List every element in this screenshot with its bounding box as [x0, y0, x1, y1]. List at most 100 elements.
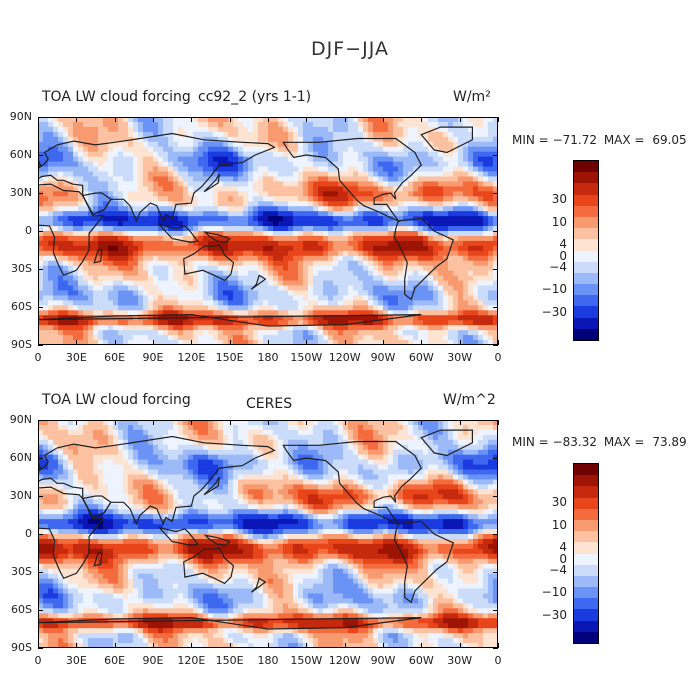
lat-tick-label: 90S: [11, 641, 32, 654]
tick-mark: [498, 340, 499, 345]
coastline: [157, 526, 199, 547]
field-cells: [38, 420, 498, 648]
colorbar-segment: [574, 542, 598, 554]
lon-tick-label: 120E: [177, 351, 206, 364]
colorbar-segment: [574, 564, 598, 576]
tick-mark: [493, 420, 498, 421]
tick-mark: [191, 643, 193, 648]
tick-mark: [229, 643, 231, 648]
lon-tick-label: 30W: [447, 351, 473, 364]
tick-mark: [191, 340, 193, 345]
map-field: [38, 420, 498, 648]
tick-mark: [493, 193, 498, 194]
tick-mark: [421, 117, 423, 122]
tick-mark: [153, 420, 154, 425]
colorbar-segment: [574, 553, 598, 565]
panel2-min-value: −83.32: [552, 435, 597, 449]
lon-tick-label: 60W: [408, 654, 434, 667]
colorbar-segment: [574, 183, 598, 195]
lat-tick-label: 30N: [9, 489, 32, 502]
colorbar-segment: [574, 239, 598, 251]
tick-mark: [38, 534, 43, 535]
lat-tick-label: 60N: [9, 148, 32, 161]
tick-mark: [153, 643, 154, 648]
tick-mark: [38, 610, 43, 611]
colorbar-segment: [574, 250, 598, 262]
panel2-max-label: MAX =: [603, 435, 645, 449]
colorbar-segment: [574, 475, 598, 487]
panel1-max-value: 69.05: [652, 133, 687, 147]
colorbar-label: 4: [559, 237, 567, 252]
panel2-frame: [38, 420, 498, 648]
tick-mark: [191, 117, 193, 122]
coastline: [81, 192, 112, 216]
lat-tick-label: 30S: [11, 565, 32, 578]
colorbar-label: −30: [541, 608, 567, 623]
figure-title: DJF−JJA: [311, 38, 389, 60]
tick-mark: [306, 117, 308, 122]
panel2-title: TOA LW cloud forcing: [42, 392, 191, 408]
tick-mark: [153, 117, 154, 122]
tick-mark: [38, 496, 43, 497]
colorbar-segment: [574, 295, 598, 307]
colorbar-label: −10: [541, 585, 567, 600]
colorbar-segment: [574, 306, 598, 318]
colorbar-label: 0: [559, 248, 567, 263]
coastline: [183, 244, 235, 282]
coastline: [203, 476, 220, 496]
panel1-min-max: MIN = −71.72 MAX = 69.05: [512, 133, 687, 147]
colorbar-segment: [574, 486, 598, 498]
colorbar-label: 10: [551, 517, 567, 532]
tick-mark: [306, 340, 308, 345]
tick-mark: [493, 231, 498, 232]
tick-mark: [383, 420, 384, 425]
tick-mark: [306, 643, 308, 648]
lat-tick-label: 60S: [11, 300, 32, 313]
colorbar-segment: [574, 194, 598, 206]
lon-tick-label: 150W: [290, 654, 323, 667]
tick-mark: [38, 420, 39, 425]
colorbar-segment: [574, 228, 598, 240]
tick-mark: [493, 117, 498, 118]
coastline: [282, 137, 423, 223]
tick-mark: [493, 155, 498, 156]
lon-tick-label: 120W: [328, 351, 361, 364]
tick-mark: [268, 643, 269, 648]
panel2-subtitle: CERES: [246, 396, 293, 412]
colorbar-segment: [574, 205, 598, 217]
coastline: [250, 274, 267, 290]
tick-mark: [38, 117, 39, 122]
panel2-units: W/m^2: [443, 392, 496, 408]
tick-mark: [114, 420, 116, 425]
tick-mark: [459, 420, 461, 425]
tick-mark: [498, 643, 499, 648]
tick-mark: [38, 458, 43, 459]
coastline: [393, 217, 455, 301]
colorbar-segment: [574, 609, 598, 621]
lat-tick-label: 30S: [11, 262, 32, 275]
tick-mark: [344, 117, 346, 122]
coastline: [38, 486, 105, 580]
panel1-colorbar: [573, 160, 599, 341]
panel2-min-max: MIN = −83.32 MAX = 73.89: [512, 435, 687, 449]
colorbar-label: 4: [559, 540, 567, 555]
lon-tick-label: 30W: [447, 654, 473, 667]
lon-tick-label: 60W: [408, 351, 434, 364]
tick-mark: [493, 648, 498, 649]
tick-mark: [38, 643, 39, 648]
colorbar-segment: [574, 519, 598, 532]
lon-tick-label: 180: [257, 654, 279, 667]
lat-tick-label: 60S: [11, 603, 32, 616]
colorbar-segment: [574, 464, 598, 476]
tick-mark: [38, 420, 43, 421]
coastline: [157, 223, 199, 244]
tick-mark: [498, 117, 499, 122]
tick-mark: [38, 648, 43, 649]
lon-tick-label: 150W: [290, 351, 323, 364]
tick-mark: [38, 345, 43, 346]
colorbar-label: 30: [551, 191, 567, 206]
lat-tick-label: 0: [25, 224, 32, 237]
colorbar-label: −10: [541, 282, 567, 297]
tick-mark: [38, 340, 39, 345]
lat-tick-label: 30N: [9, 186, 32, 199]
